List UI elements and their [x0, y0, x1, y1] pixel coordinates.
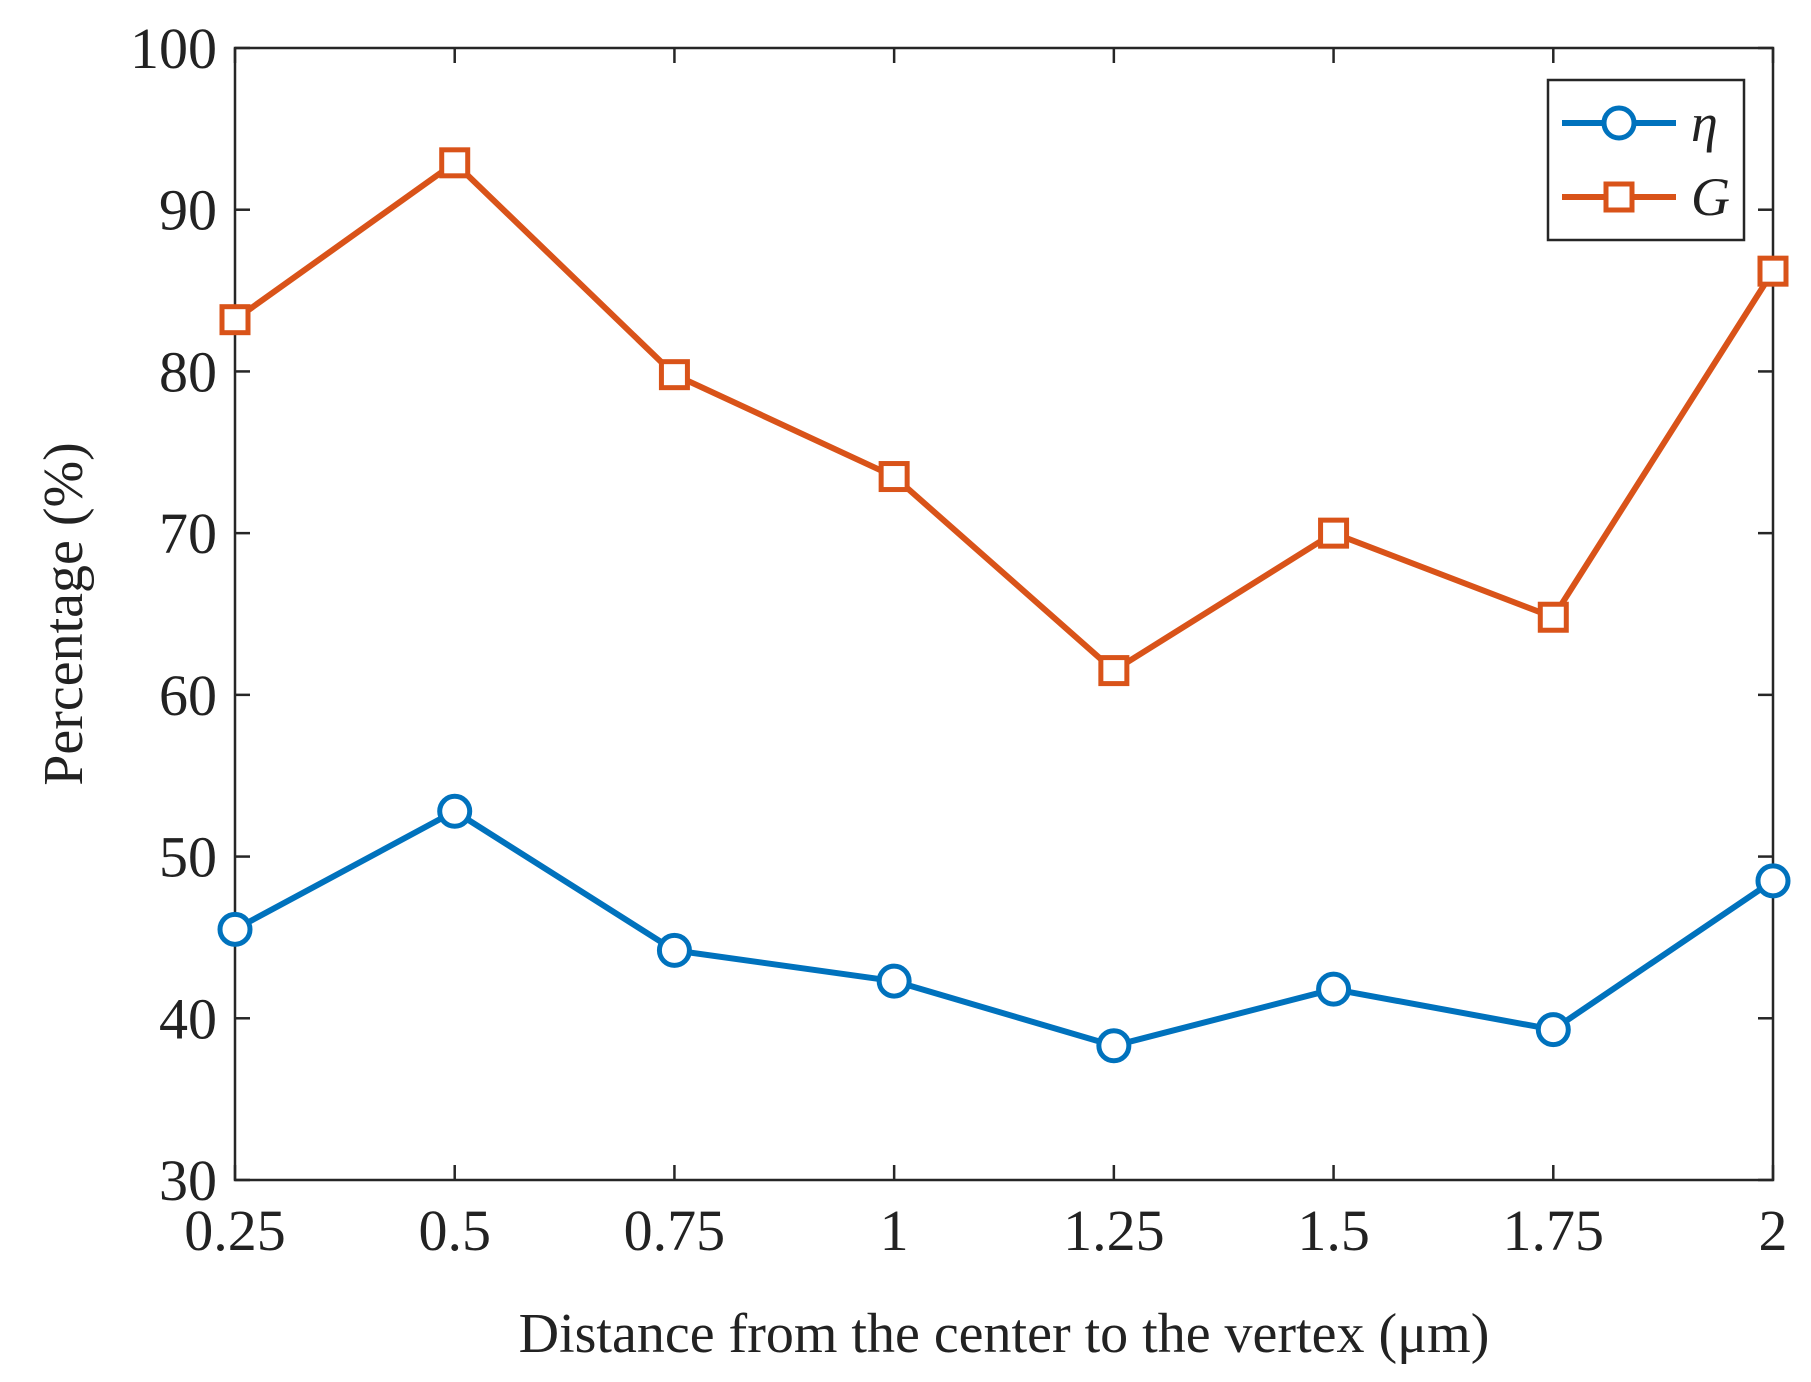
data-point — [1098, 655, 1130, 687]
plot-frame — [233, 46, 1775, 1182]
series-line — [233, 159, 1776, 674]
legend: ηG — [1546, 78, 1746, 242]
data-point — [656, 932, 692, 968]
x-tick-label: 1.75 — [1503, 1198, 1605, 1263]
x-tick-label: 0.5 — [418, 1198, 491, 1263]
series-g — [219, 147, 1789, 687]
legend-label: G — [1691, 167, 1730, 227]
data-point — [1318, 517, 1350, 549]
data-point — [219, 304, 251, 336]
data-point — [437, 793, 473, 829]
data-point — [1757, 255, 1789, 287]
x-tick-label: 1 — [880, 1198, 909, 1263]
legend-box — [1546, 78, 1746, 242]
series-eta — [217, 793, 1791, 1064]
legend-item: η — [1562, 93, 1718, 153]
x-tick-label: 0.25 — [184, 1198, 286, 1263]
y-tick-label: 60 — [159, 663, 217, 728]
legend-marker — [1603, 181, 1635, 213]
data-point — [658, 359, 690, 391]
series-line — [233, 808, 1775, 1049]
data-point — [439, 147, 471, 179]
y-tick-label: 80 — [159, 339, 217, 404]
data-point — [1096, 1028, 1132, 1064]
x-tick-label: 2 — [1759, 1198, 1788, 1263]
legend-marker — [1601, 105, 1637, 141]
y-tick-label: 100 — [130, 16, 217, 81]
y-tick-label: 30 — [159, 1148, 217, 1213]
x-axis-title: Distance from the center to the vertex (… — [519, 1303, 1490, 1365]
y-tick-label: 50 — [159, 825, 217, 890]
y-tick-label: 40 — [159, 986, 217, 1051]
data-point — [1316, 971, 1352, 1007]
data-point — [1535, 1012, 1571, 1048]
x-tick-label: 1.5 — [1297, 1198, 1370, 1263]
x-tick-label: 0.75 — [624, 1198, 726, 1263]
data-point — [1755, 863, 1791, 899]
data-point — [1537, 601, 1569, 633]
axes: 0.25 0.5 0.75 1 1.25 1.5 1.75 2 30 40 50 60 70 80 90 10… — [130, 16, 1788, 1263]
x-tick-label: 1.25 — [1063, 1198, 1165, 1263]
data-point — [217, 911, 253, 947]
data-point — [876, 963, 912, 999]
legend-item: G — [1562, 167, 1730, 227]
series-layer — [217, 147, 1791, 1064]
y-tick-label: 90 — [159, 178, 217, 243]
y-axis-title: Percentage (%) — [33, 442, 95, 786]
legend-label: η — [1691, 93, 1718, 153]
data-point — [878, 461, 910, 493]
y-tick-label: 70 — [159, 501, 217, 566]
